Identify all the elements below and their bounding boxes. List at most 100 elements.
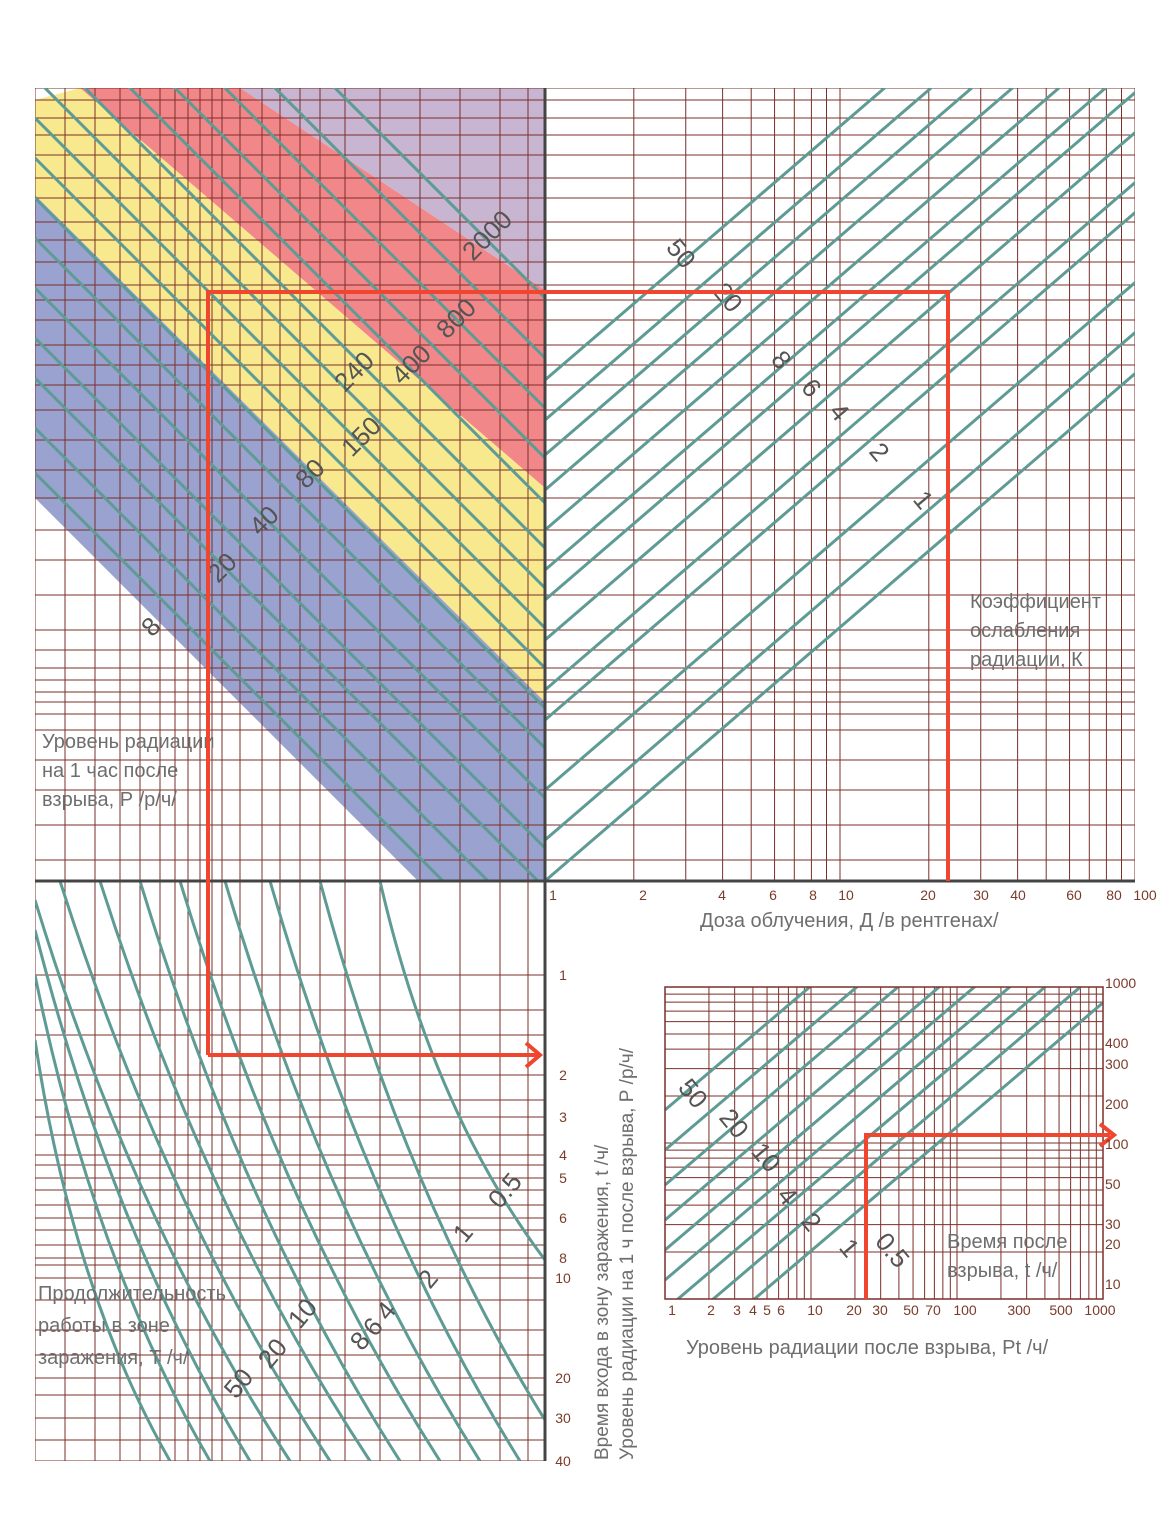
entry-tick-3: 3 bbox=[559, 1109, 567, 1125]
inset-x-tick-10: 10 bbox=[807, 1302, 823, 1318]
inset-x-ticks: 1 2 3 4 5 6 10 20 30 50 70 100 300 500 1000 bbox=[668, 1302, 1116, 1318]
grid-top-right bbox=[545, 88, 1135, 881]
radiation-curve bbox=[35, 156, 545, 670]
curve-label-k1: 1 bbox=[907, 485, 939, 515]
radiation-curve bbox=[35, 336, 545, 850]
inset-y-tick-300: 300 bbox=[1105, 1056, 1129, 1072]
duration-curve bbox=[35, 899, 292, 1461]
curve-label-k50: 50 bbox=[660, 233, 702, 274]
inset-curve bbox=[710, 987, 1083, 1299]
main-axes bbox=[35, 88, 1135, 1461]
duration-curve bbox=[318, 881, 545, 1421]
dose-tick-30: 30 bbox=[973, 887, 989, 903]
curves-inset bbox=[665, 987, 1103, 1299]
entry-tick-10: 10 bbox=[555, 1270, 571, 1286]
radiation-curve bbox=[35, 471, 446, 881]
inset-y-tick-10: 10 bbox=[1105, 1276, 1121, 1292]
inset-x-tick-300: 300 bbox=[1007, 1302, 1031, 1318]
attenuation-curve bbox=[545, 210, 1135, 722]
dose-tick-40: 40 bbox=[1010, 887, 1026, 903]
dose-tick-100: 100 bbox=[1133, 887, 1157, 903]
attenuation-curve bbox=[545, 371, 1135, 881]
bottom-left-panel: 50 20 10 8 6 4 2 1 0.5 Продолжительность… bbox=[35, 881, 638, 1469]
entry-time-axis-title: Время входа в зону заражения, t /ч/ bbox=[592, 1144, 613, 1460]
attenuation-curve bbox=[545, 88, 1015, 492]
radiation-curve bbox=[35, 286, 545, 800]
inset-x-tick-100: 100 bbox=[953, 1302, 977, 1318]
inset-y-tick-400: 400 bbox=[1105, 1035, 1129, 1051]
inset-x-tick-20: 20 bbox=[846, 1302, 862, 1318]
entry-tick-20: 20 bbox=[555, 1370, 571, 1386]
inset-curve-label-05: 0.5 bbox=[869, 1227, 915, 1274]
dose-tick-10: 10 bbox=[838, 887, 854, 903]
dose-tick-60: 60 bbox=[1066, 887, 1082, 903]
inset-x-tick-6: 6 bbox=[777, 1302, 785, 1318]
entry-tick-1: 1 bbox=[559, 967, 567, 983]
attenuation-curve bbox=[545, 280, 1135, 792]
inset-example-path bbox=[864, 1122, 1118, 1299]
attenuation-curve bbox=[545, 90, 1135, 602]
duration-curve bbox=[223, 881, 482, 1461]
duration-curve bbox=[178, 881, 442, 1461]
inset-curve-label-2: 2 bbox=[795, 1207, 827, 1237]
radiation-curve bbox=[332, 88, 545, 300]
top-left-panel: 8 20 40 80 150 240 400 800 2000 Уровень … bbox=[35, 88, 545, 881]
grid-top-left bbox=[35, 88, 545, 881]
radiation-level-title: Уровень радиации на 1 час после взрыва, … bbox=[42, 731, 220, 811]
inset-x-tick-3: 3 bbox=[733, 1302, 741, 1318]
duration-curve bbox=[35, 974, 212, 1461]
attenuation-curve bbox=[545, 130, 1135, 642]
inset-y-tick-1000: 1000 bbox=[1105, 975, 1136, 991]
inset-curve bbox=[665, 987, 1013, 1282]
inset-x-tick-50: 50 bbox=[903, 1302, 919, 1318]
radiation-curve bbox=[272, 88, 545, 360]
radiation-curve bbox=[35, 116, 545, 630]
inset-curve-label-50: 50 bbox=[672, 1073, 714, 1114]
inset-y-ticks: 1000 400 300 200 100 50 30 20 10 bbox=[1105, 975, 1136, 1292]
inset-x-tick-5: 5 bbox=[763, 1302, 771, 1318]
attenuation-curve bbox=[545, 88, 934, 422]
inset-y-tick-50: 50 bbox=[1105, 1176, 1121, 1192]
inset-y-tick-30: 30 bbox=[1105, 1216, 1121, 1232]
curve-label-t2: 2 bbox=[412, 1263, 444, 1293]
entry-tick-40: 40 bbox=[555, 1453, 571, 1469]
entry-tick-30: 30 bbox=[555, 1410, 571, 1426]
duration-curve bbox=[268, 881, 522, 1461]
attenuation-curve bbox=[545, 88, 887, 382]
inset-y-tick-200: 200 bbox=[1105, 1096, 1129, 1112]
inset-y-tick-100: 100 bbox=[1105, 1136, 1129, 1152]
dose-tick-1: 1 bbox=[549, 887, 557, 903]
radiation-curve bbox=[35, 236, 545, 750]
inset-x-axis-title: Уровень радиации после взрыва, Рt /ч/ bbox=[686, 1337, 1049, 1359]
attenuation-title: Коэффициент ослабления радиации, К bbox=[970, 591, 1107, 671]
zone-yellow bbox=[35, 88, 545, 702]
radiation-curve bbox=[172, 88, 545, 460]
inset-x-tick-1: 1 bbox=[668, 1302, 676, 1318]
curves-top-right bbox=[545, 88, 1135, 881]
inset-panel: 50 20 10 4 2 1 0.5 Время после взрыва, t… bbox=[664, 975, 1136, 1359]
inset-x-tick-4: 4 bbox=[749, 1302, 757, 1318]
curves-bottom-left bbox=[35, 881, 545, 1461]
inset-curve bbox=[665, 987, 942, 1222]
example-path bbox=[206, 290, 950, 1069]
attenuation-curve bbox=[545, 180, 1135, 692]
inset-curve bbox=[665, 987, 901, 1187]
radiation-curve bbox=[35, 376, 541, 881]
entry-tick-2: 2 bbox=[559, 1067, 567, 1083]
radiation-1h-axis-title: Уровень радиации на 1 ч после взрыва, Р … bbox=[617, 1047, 638, 1460]
dose-axis-title: Доза облучения, Д /в рентгенах/ bbox=[700, 910, 999, 932]
duration-curve bbox=[98, 881, 372, 1461]
duration-curve bbox=[138, 881, 402, 1461]
radiation-curve bbox=[35, 426, 491, 881]
attenuation-curve bbox=[545, 88, 975, 457]
inset-curve bbox=[665, 987, 813, 1112]
grid-bottom-left bbox=[35, 881, 545, 1461]
inset-curve bbox=[752, 1000, 1103, 1299]
duration-curve bbox=[35, 929, 252, 1461]
entry-time-axis-ticks: 1 2 3 4 5 6 8 10 20 30 40 bbox=[555, 967, 571, 1469]
inset-y-tick-20: 20 bbox=[1105, 1236, 1121, 1252]
dose-axis-ticks: 1 2 4 6 8 10 20 30 40 60 80 100 bbox=[549, 887, 1157, 903]
curves-top-left bbox=[35, 88, 545, 881]
inset-x-tick-1000: 1000 bbox=[1084, 1302, 1115, 1318]
